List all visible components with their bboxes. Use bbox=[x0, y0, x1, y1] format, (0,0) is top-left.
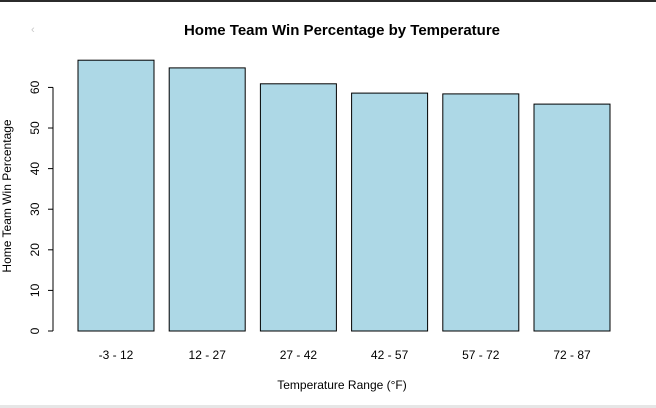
x-tick-label: -3 - 12 bbox=[99, 348, 134, 362]
y-tick-label: 40 bbox=[28, 162, 42, 176]
x-tick-label: 27 - 42 bbox=[280, 348, 318, 362]
y-tick-label: 0 bbox=[28, 327, 42, 334]
y-axis: 0 10 20 30 40 50 60 bbox=[28, 80, 54, 334]
y-tick-label: 50 bbox=[28, 121, 42, 135]
bars bbox=[77, 59, 611, 332]
bar bbox=[442, 93, 520, 332]
x-axis-label: Temperature Range (°F) bbox=[277, 378, 407, 392]
y-tick-label: 10 bbox=[28, 283, 42, 297]
x-tick-label: 12 - 27 bbox=[189, 348, 227, 362]
faint-glyph: ‹ bbox=[31, 24, 35, 36]
x-tick-label: 42 - 57 bbox=[371, 348, 409, 362]
bar bbox=[351, 92, 429, 332]
bar bbox=[533, 103, 611, 332]
bar bbox=[259, 83, 337, 332]
y-tick-label: 30 bbox=[28, 202, 42, 216]
y-tick-label: 60 bbox=[28, 80, 42, 94]
y-tick-label: 20 bbox=[28, 243, 42, 257]
x-tick-labels: -3 - 12 12 - 27 27 - 42 42 - 57 57 - 72 72 - … bbox=[99, 348, 591, 362]
x-tick-label: 57 - 72 bbox=[462, 348, 500, 362]
chart-title: Home Team Win Percentage by Temperature bbox=[184, 22, 500, 39]
y-axis-label: Home Team Win Percentage bbox=[0, 119, 14, 273]
bar bbox=[77, 59, 155, 332]
bar bbox=[168, 67, 246, 332]
x-tick-label: 72 - 87 bbox=[553, 348, 591, 362]
